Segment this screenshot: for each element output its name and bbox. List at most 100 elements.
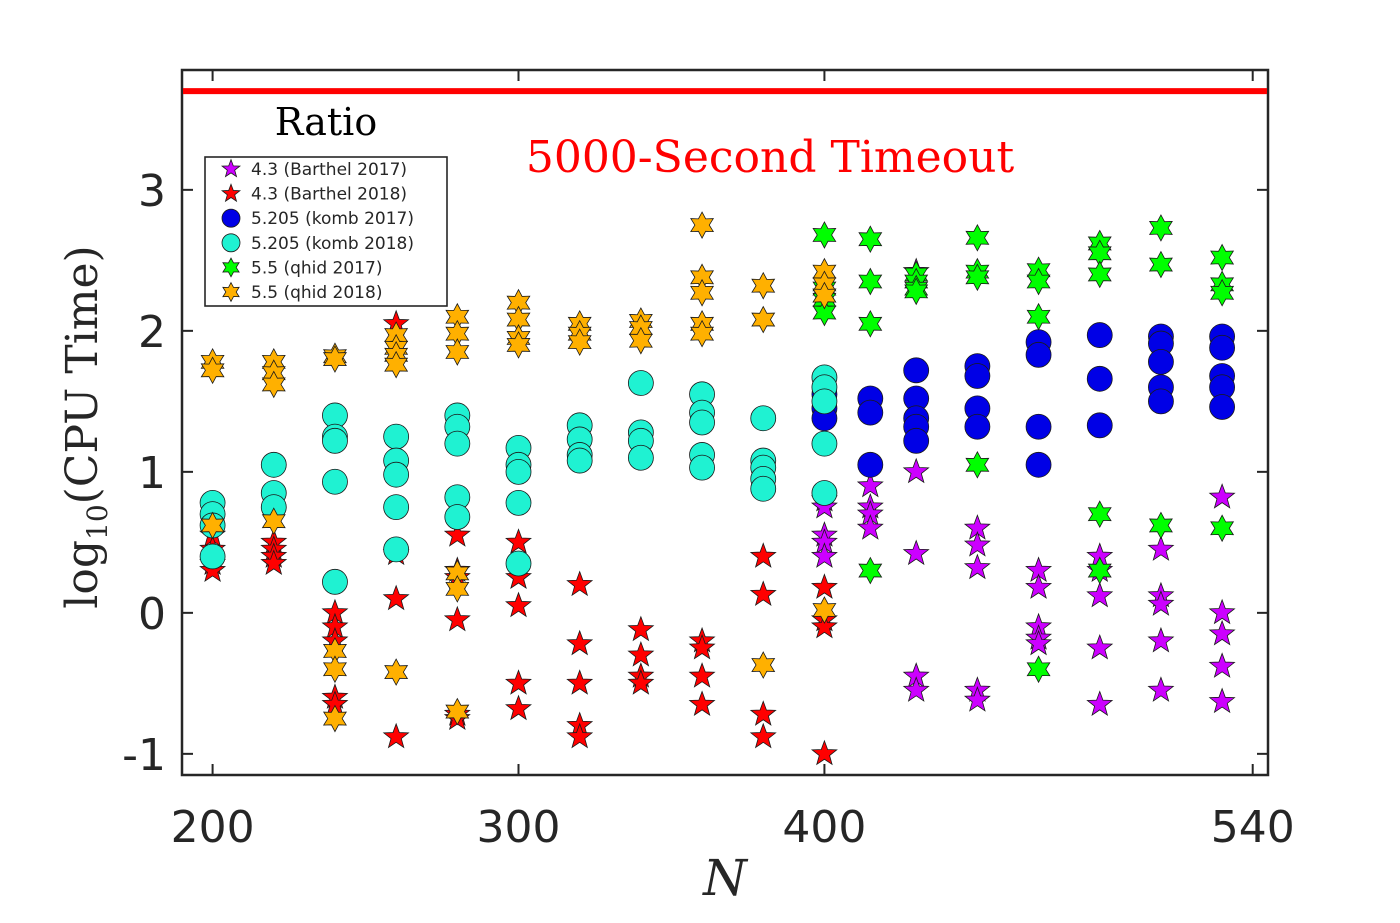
data-point xyxy=(751,651,776,679)
data-point xyxy=(1148,214,1173,242)
data-point xyxy=(1025,341,1052,368)
data-point xyxy=(902,539,930,566)
data-point xyxy=(690,278,715,307)
data-point xyxy=(1147,676,1175,702)
data-point xyxy=(445,697,470,726)
data-point xyxy=(505,550,532,577)
data-point xyxy=(200,511,225,540)
data-point xyxy=(858,267,883,296)
data-point xyxy=(200,356,225,385)
y-tick-label: 3 xyxy=(138,166,166,217)
data-point xyxy=(1148,250,1173,279)
data-point xyxy=(1026,302,1051,331)
data-point xyxy=(322,704,347,733)
data-point xyxy=(963,531,991,557)
data-point xyxy=(811,480,838,506)
data-point xyxy=(1147,590,1175,616)
y-axis-title-main: (CPU Time) xyxy=(57,245,108,504)
series-2 xyxy=(811,322,1236,478)
data-point xyxy=(322,345,347,373)
data-point xyxy=(628,326,653,355)
data-point xyxy=(383,423,410,450)
data-point xyxy=(1209,334,1236,361)
data-point xyxy=(383,461,410,488)
data-point xyxy=(382,722,410,749)
data-point xyxy=(261,507,286,536)
data-point xyxy=(858,225,883,254)
data-point xyxy=(690,211,715,239)
legend-label: 4.3 (Barthel 2017) xyxy=(251,160,407,180)
data-point xyxy=(322,468,348,495)
y-tick-label: 1 xyxy=(138,448,166,499)
data-point xyxy=(505,591,532,618)
data-point xyxy=(566,447,593,474)
data-point xyxy=(810,573,838,599)
data-point xyxy=(688,633,716,660)
data-point xyxy=(261,370,286,399)
data-point xyxy=(1148,348,1174,375)
legend-label: 5.205 (komb 2017) xyxy=(251,209,414,229)
data-point xyxy=(812,596,837,624)
data-point xyxy=(1148,388,1174,415)
data-point xyxy=(902,676,930,702)
data-point xyxy=(1208,652,1236,678)
data-point xyxy=(965,450,990,479)
data-point xyxy=(1025,451,1052,478)
legend-marker xyxy=(222,257,240,278)
data-point xyxy=(963,686,991,712)
data-point xyxy=(566,722,594,749)
data-point xyxy=(903,357,930,384)
data-point xyxy=(505,694,532,721)
legend-label: 4.3 (Barthel 2018) xyxy=(251,185,407,205)
data-point xyxy=(1086,690,1114,716)
data-point xyxy=(810,612,838,639)
data-point xyxy=(1148,511,1173,540)
axis-ticks: 200 300 400 540 -1 0 1 2 3 xyxy=(122,70,1295,853)
data-point xyxy=(384,350,409,379)
data-point xyxy=(322,655,347,684)
legend-label: 5.205 (komb 2018) xyxy=(251,234,414,254)
y-tick-label: 0 xyxy=(138,589,166,640)
data-point xyxy=(749,700,777,726)
data-point xyxy=(811,388,838,415)
data-point xyxy=(1210,514,1235,543)
data-point xyxy=(627,669,655,695)
data-point xyxy=(903,427,930,454)
legend-marker xyxy=(221,233,241,253)
data-point xyxy=(856,514,884,540)
data-point xyxy=(505,458,532,485)
data-point xyxy=(904,277,929,306)
data-point xyxy=(812,281,837,310)
data-point xyxy=(964,363,991,389)
data-point xyxy=(506,331,531,359)
legend-marker xyxy=(220,158,242,178)
data-point xyxy=(505,669,532,695)
data-point xyxy=(1087,260,1112,289)
data-point xyxy=(964,413,991,440)
legend-box xyxy=(204,156,448,307)
data-point xyxy=(1086,365,1113,392)
data-point xyxy=(1208,483,1236,509)
data-point xyxy=(857,451,884,478)
data-point xyxy=(1208,687,1236,714)
data-point xyxy=(749,722,777,749)
data-point xyxy=(627,370,654,396)
data-point xyxy=(810,739,838,766)
data-point xyxy=(688,690,716,716)
data-point xyxy=(902,457,930,484)
data-point xyxy=(322,427,348,454)
legend-marker xyxy=(221,208,241,228)
data-point xyxy=(199,543,226,570)
data-point xyxy=(382,584,410,611)
data-point xyxy=(384,658,409,686)
data-point xyxy=(751,271,776,300)
data-point xyxy=(858,309,883,338)
legend-marker xyxy=(220,183,242,203)
data-point xyxy=(1147,626,1175,653)
series-5 xyxy=(200,211,837,733)
data-point xyxy=(750,405,777,432)
data-point xyxy=(689,409,715,436)
y-tick-label: 2 xyxy=(138,307,166,358)
data-point xyxy=(749,580,777,606)
data-point xyxy=(566,570,594,597)
